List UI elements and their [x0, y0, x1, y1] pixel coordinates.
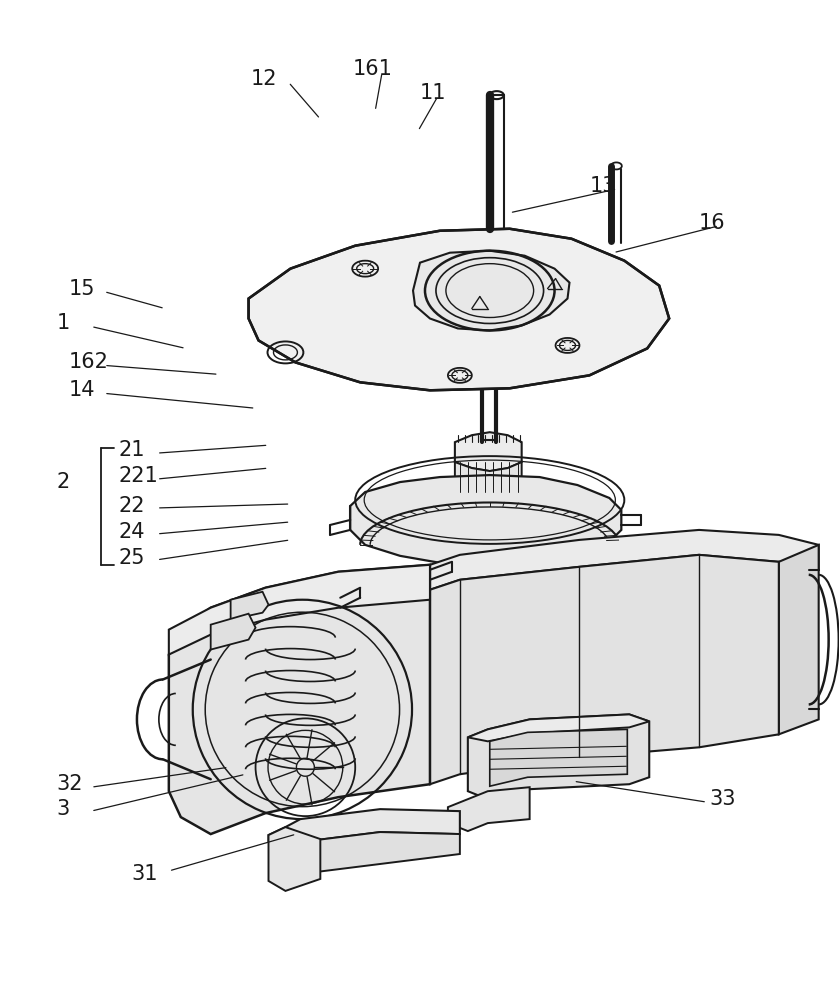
Text: 22: 22	[119, 496, 145, 516]
Polygon shape	[350, 475, 622, 565]
Text: 15: 15	[69, 279, 96, 299]
Polygon shape	[455, 432, 522, 471]
Text: 16: 16	[699, 213, 726, 233]
Text: 162: 162	[69, 352, 109, 372]
Text: 1: 1	[56, 313, 70, 333]
Text: 13: 13	[590, 176, 616, 196]
Text: 2: 2	[56, 472, 70, 492]
Text: 31: 31	[131, 864, 157, 884]
Polygon shape	[779, 545, 819, 734]
Text: 14: 14	[69, 380, 96, 400]
Polygon shape	[211, 614, 255, 650]
Text: 161: 161	[352, 59, 392, 79]
Polygon shape	[448, 787, 530, 831]
Text: 11: 11	[420, 83, 447, 103]
Polygon shape	[169, 565, 430, 655]
Polygon shape	[169, 565, 430, 834]
Text: 25: 25	[119, 548, 145, 568]
Polygon shape	[286, 832, 459, 874]
Polygon shape	[430, 555, 779, 784]
Polygon shape	[413, 251, 570, 330]
Polygon shape	[269, 809, 459, 849]
Polygon shape	[490, 729, 627, 786]
Polygon shape	[468, 714, 649, 799]
Polygon shape	[468, 714, 649, 741]
Text: 24: 24	[119, 522, 145, 542]
Polygon shape	[430, 530, 819, 590]
Text: 221: 221	[119, 466, 159, 486]
Text: 12: 12	[250, 69, 277, 89]
Polygon shape	[269, 827, 320, 891]
Polygon shape	[455, 462, 522, 500]
Text: 21: 21	[119, 440, 145, 460]
Text: 32: 32	[56, 774, 82, 794]
Text: 33: 33	[709, 789, 736, 809]
Polygon shape	[231, 592, 269, 620]
Text: 3: 3	[56, 799, 70, 819]
Polygon shape	[249, 229, 669, 390]
